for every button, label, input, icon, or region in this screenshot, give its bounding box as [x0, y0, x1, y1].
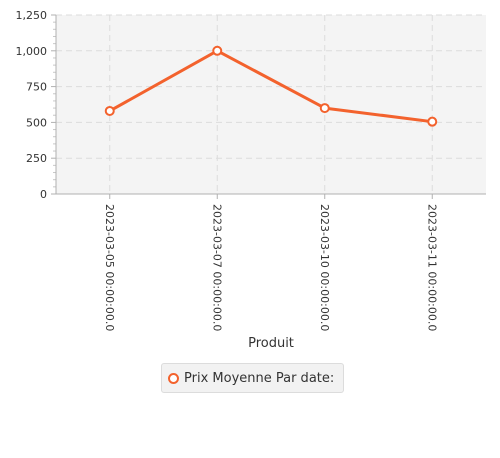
data-point: [427, 116, 438, 127]
x-tick-label: 2023-03-07 00:00:00.0: [210, 204, 223, 331]
x-axis-title: Produit: [248, 336, 294, 351]
y-tick-label: 500: [26, 116, 47, 129]
y-tick-label: 750: [26, 81, 47, 94]
grid-lines: [56, 14, 486, 194]
x-tick-label: 2023-03-11 00:00:00.0: [425, 204, 438, 331]
y-tick-label: 1,250: [16, 9, 48, 22]
x-tick-label: 2023-03-05 00:00:00.0: [103, 204, 116, 331]
legend-series-symbol-icon: [168, 372, 179, 384]
x-tick-label: 2023-03-10 00:00:00.0: [318, 204, 331, 331]
legend-series-label: Prix Moyenne Par date:: [184, 370, 335, 386]
axes: 0 250 500 750 1,000 1,250 2023-03-05 00:00:00.…: [16, 9, 486, 331]
series-line: [109, 49, 433, 124]
series-layer: [104, 45, 438, 127]
data-point: [212, 45, 223, 56]
y-tick-label: 0: [40, 188, 47, 201]
data-point: [319, 103, 330, 114]
data-point: [104, 105, 115, 116]
y-tick-label: 1,000: [16, 45, 48, 58]
plot-background: [56, 15, 486, 194]
chart-legend: Prix Moyenne Par date:: [161, 363, 345, 393]
y-tick-label: 250: [26, 152, 47, 165]
